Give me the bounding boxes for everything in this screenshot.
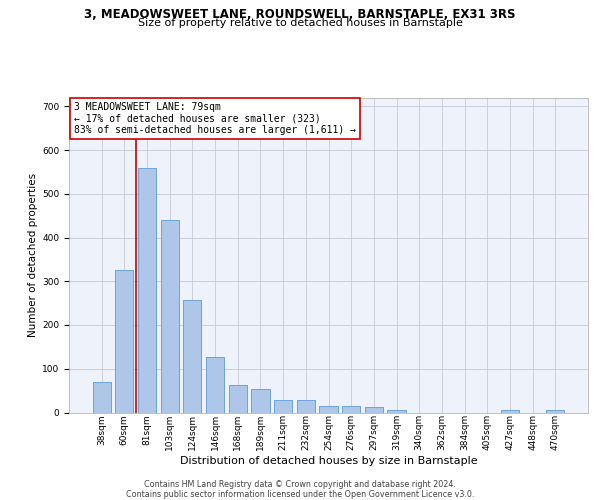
Bar xyxy=(92,382,111,412)
Bar xyxy=(388,410,406,412)
Bar xyxy=(501,410,519,412)
Bar xyxy=(229,385,247,412)
Bar xyxy=(138,168,156,412)
Bar xyxy=(115,270,133,412)
Bar xyxy=(319,406,338,412)
Bar xyxy=(206,356,224,412)
Text: 3, MEADOWSWEET LANE, ROUNDSWELL, BARNSTAPLE, EX31 3RS: 3, MEADOWSWEET LANE, ROUNDSWELL, BARNSTA… xyxy=(84,8,516,20)
Bar xyxy=(251,390,269,412)
Text: Size of property relative to detached houses in Barnstaple: Size of property relative to detached ho… xyxy=(137,18,463,28)
Bar xyxy=(342,406,360,412)
Y-axis label: Number of detached properties: Number of detached properties xyxy=(28,173,38,337)
Bar xyxy=(546,410,565,412)
Bar xyxy=(365,407,383,412)
Bar xyxy=(297,400,315,412)
Text: 3 MEADOWSWEET LANE: 79sqm
← 17% of detached houses are smaller (323)
83% of semi: 3 MEADOWSWEET LANE: 79sqm ← 17% of detac… xyxy=(74,102,356,136)
Text: Contains HM Land Registry data © Crown copyright and database right 2024.
Contai: Contains HM Land Registry data © Crown c… xyxy=(126,480,474,499)
Bar xyxy=(184,300,202,412)
Bar xyxy=(161,220,179,412)
Bar xyxy=(274,400,292,412)
X-axis label: Distribution of detached houses by size in Barnstaple: Distribution of detached houses by size … xyxy=(179,456,478,466)
